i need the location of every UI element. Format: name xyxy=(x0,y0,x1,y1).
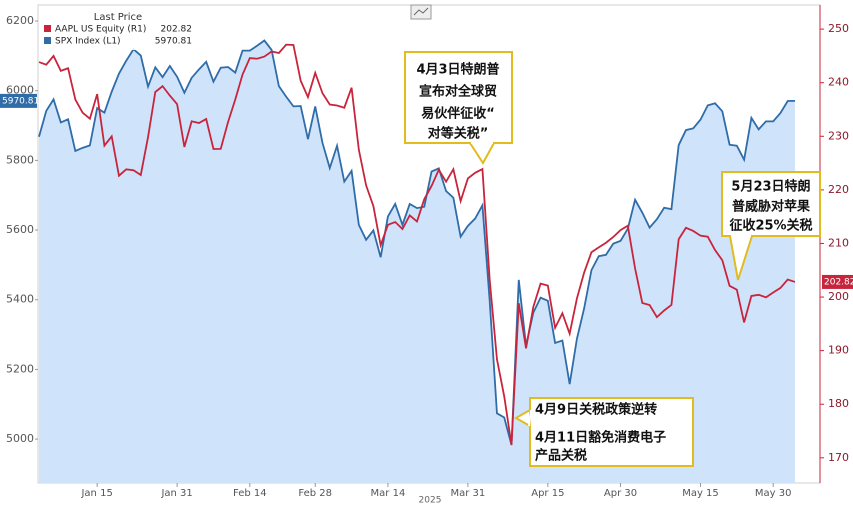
x-tick-label: Mar 14 xyxy=(371,488,406,499)
x-tick-label: Apr 15 xyxy=(531,488,564,499)
annotation-text: 4月3日特朗普 xyxy=(416,62,499,78)
x-tick-label: May 30 xyxy=(755,488,792,499)
annotation-box xyxy=(529,397,694,467)
x-tick-label: Feb 28 xyxy=(298,488,332,499)
legend-label: AAPL US Equity (R1) xyxy=(55,25,146,35)
badge-box xyxy=(0,93,37,108)
x-axis-label: 2025 xyxy=(419,496,442,506)
y2-tick-label: 230 xyxy=(828,129,849,142)
x-tick-label: Apr 30 xyxy=(604,488,637,499)
y2-tick-label: 210 xyxy=(828,236,849,249)
last-value-badge: 202.82 xyxy=(822,274,853,289)
badge-label: 5970.81 xyxy=(2,96,39,106)
legend-swatch xyxy=(44,37,51,44)
area xyxy=(39,40,795,484)
annotation-text: 对等关税” xyxy=(428,126,489,142)
y-tick-label: 5800 xyxy=(6,153,34,166)
y-tick-label: 5000 xyxy=(6,432,34,445)
annotation-text: 5月23日特朗 xyxy=(731,179,810,195)
annotation-text: 普威胁对苹果 xyxy=(732,199,810,215)
x-tick-label: Jan 15 xyxy=(80,488,112,499)
chart-icon xyxy=(410,4,432,20)
legend: Last Price AAPL US Equity (R1) 202.82 SPX I… xyxy=(40,8,196,50)
y-tick-label: 5200 xyxy=(6,362,34,375)
pointer-mask xyxy=(528,409,532,427)
annotation-box xyxy=(721,171,821,237)
annotation-text: 易伙伴征收“ xyxy=(421,106,495,122)
badge-box xyxy=(822,274,853,289)
legend-label: SPX Index (L1) xyxy=(55,37,121,47)
line xyxy=(38,39,796,446)
y2-tick-label: 190 xyxy=(828,344,849,357)
y2-tick-label: 170 xyxy=(828,451,849,464)
badge-label: 202.82 xyxy=(824,277,853,287)
y2-tick-label: 180 xyxy=(828,397,849,410)
annotation-box xyxy=(404,51,513,144)
x-tick-label: May 15 xyxy=(682,488,719,499)
y-tick-label: 6200 xyxy=(6,14,34,27)
legend-swatch xyxy=(44,25,51,32)
y2-tick-label: 200 xyxy=(828,290,849,303)
legend-value: 5970.81 xyxy=(155,37,192,47)
line xyxy=(38,43,796,445)
x-tick-label: Jan 31 xyxy=(160,488,192,499)
annotation-text: 4月11日豁免消费电子 xyxy=(535,430,666,446)
annotation-text: 宣布对全球贸 xyxy=(419,84,497,100)
annotation-text: 征收25%关税 xyxy=(729,218,812,234)
y-tick-label: 5600 xyxy=(6,223,34,236)
y-tick-label: 5400 xyxy=(6,293,34,306)
legend-value: 202.82 xyxy=(161,25,193,35)
y2-tick-label: 250 xyxy=(828,22,849,35)
area-layer xyxy=(39,40,795,484)
x-tick-label: Feb 14 xyxy=(233,488,267,499)
legend-box xyxy=(40,8,196,50)
annotation-text: 产品关税 xyxy=(535,448,587,464)
last-value-badge: 5970.81 xyxy=(0,93,39,108)
y-tick-label: 6000 xyxy=(6,84,34,97)
x-tick-label: Mar 31 xyxy=(450,488,485,499)
line-layer xyxy=(38,39,796,446)
y2-tick-label: 220 xyxy=(828,183,849,196)
y2-tick-label: 240 xyxy=(828,76,849,89)
annotation-text: 4月9日关税政策逆转 xyxy=(535,402,657,418)
legend-title: Last Price xyxy=(94,12,142,23)
